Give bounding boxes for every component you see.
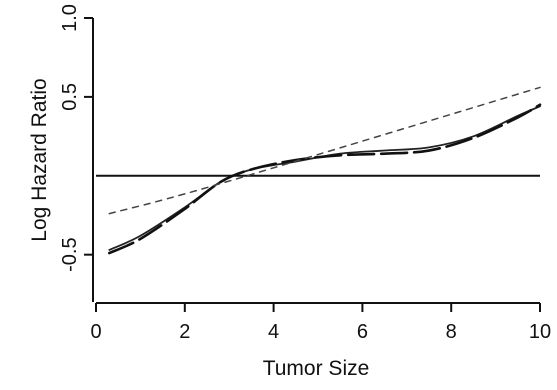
series-line-long-dash: [108, 103, 542, 255]
y-tick-label: 0.5: [59, 83, 81, 111]
series-line-solid: [108, 105, 541, 251]
y-tick-label: 1.0: [59, 4, 81, 32]
x-tick-label: 8: [446, 321, 457, 343]
x-tick-label: 10: [529, 321, 551, 343]
x-tick-label: 4: [268, 321, 279, 343]
x-tick-label: 0: [90, 321, 101, 343]
y-tick-label: -0.5: [59, 237, 81, 271]
x-tick-label: 6: [357, 321, 368, 343]
y-axis-title: Log Hazard Ratio: [28, 78, 51, 241]
x-tick-label: 2: [179, 321, 190, 343]
series-line-short-dash: [108, 86, 541, 215]
plot-area: -0.5 0.5 1.0 0 2 4 6 8 10: [59, 4, 551, 343]
x-axis-title: Tumor Size: [263, 357, 370, 380]
